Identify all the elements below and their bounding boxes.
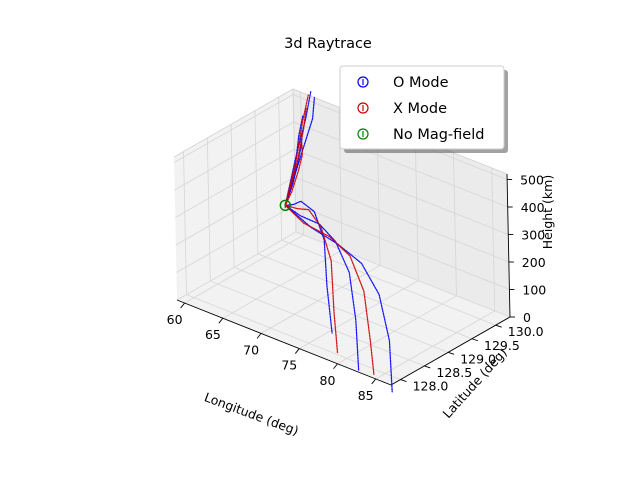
x-tick-mark-5 [371,378,377,385]
y-tick-mark-0 [400,379,407,382]
legend-entry-no-mag-field: No Mag-field [357,127,484,143]
y-tick-mark-4 [495,324,502,328]
y-tick-label-4: 130.0 [508,324,544,339]
x-tick-mark-1 [218,317,224,324]
axes-grid [173,91,511,380]
x-axis-line [176,299,392,386]
o-mode-marker-icon [357,76,369,88]
x-tick-mark-2 [256,333,262,339]
x-tick-label-4: 80 [320,373,336,388]
z-tick-label-4: 400 [521,200,545,215]
legend-entry-o-mode: O Mode [357,75,449,91]
legend: O Mode X Mode No Mag-field [339,65,508,153]
z-axis-label: Height (km) [540,175,555,249]
x-tick-mark-3 [294,348,300,354]
z-axis-line [506,173,511,318]
x-tick-label-3: 75 [281,358,297,373]
y-tick-label-3: 129.5 [484,338,520,353]
ray-1-4 [284,204,375,376]
floor-pane [177,232,510,385]
y-tick-label-1: 128.5 [436,365,472,380]
y-tick-label-2: 129.0 [460,351,496,366]
legend-box [339,65,505,150]
y-tick-mark-2 [447,351,455,355]
series-x-mode [284,94,375,376]
ray-traces [279,90,393,393]
x-tick-mark-4 [333,363,338,370]
x-tick-label-5: 85 [358,388,374,403]
legend-label-no-mag-field: No Mag-field [393,127,484,143]
y-tick-mark-1 [424,365,431,369]
z-tick-label-2: 200 [522,255,546,270]
z-tick-label-3: 300 [521,228,545,243]
legend-entry-x-mode: X Mode [357,101,447,117]
z-tick-label-5: 500 [520,173,544,188]
chart-title: 3d Raytrace [284,36,372,52]
ray-1-2 [284,142,303,206]
x-tick-label-0: 60 [167,312,183,327]
y-axis-line [390,316,511,386]
ray-1-0 [284,94,309,206]
z-tick-label-0: 0 [523,310,531,325]
z-tick-label-1: 100 [522,283,546,298]
ray-1-1 [284,107,307,206]
left-pane [174,89,296,300]
x-mode-marker-icon [357,102,369,114]
no-mag-field-marker-icon [357,128,369,140]
ray-origin-marker [279,199,291,212]
x-tick-mark-0 [180,302,185,309]
x-tick-label-2: 70 [243,342,259,357]
ray-1-3 [284,204,339,355]
legend-label-o-mode: O Mode [393,75,449,91]
x-axis-label: Longitude (deg) [202,389,300,438]
y-tick-mark-3 [471,338,479,342]
ray-0-1 [284,96,316,206]
y-tick-label-0: 128.0 [413,379,449,394]
x-tick-label-1: 65 [205,327,221,342]
legend-label-x-mode: X Mode [393,101,447,117]
ray-0-4 [284,200,333,334]
